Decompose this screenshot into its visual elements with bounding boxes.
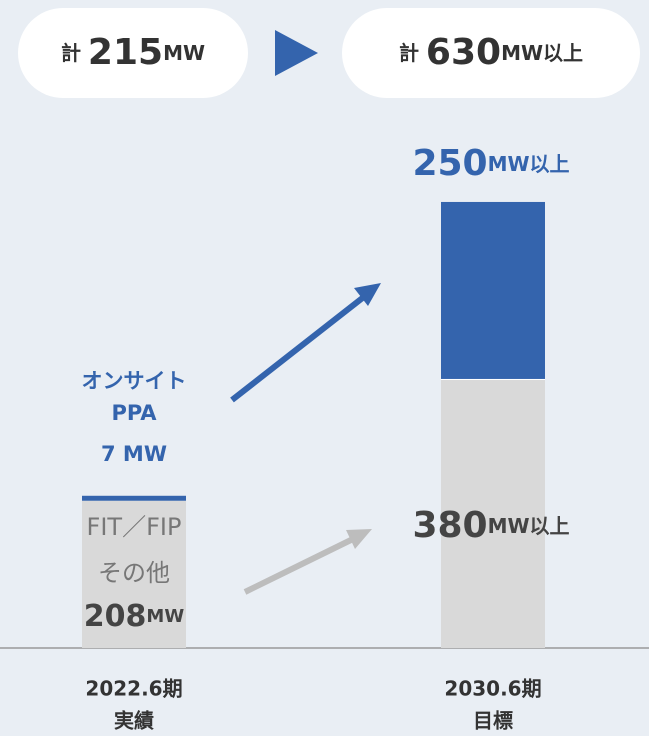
- growth-arrow: [230, 293, 367, 403]
- value-label: 計 215MW: [61, 32, 205, 73]
- series-name: オンサイト PPA: [82, 369, 187, 425]
- total-pill: [18, 8, 248, 98]
- category-label: 2030.6期: [444, 677, 541, 701]
- value-label: 208MW: [84, 599, 185, 634]
- text-part: 計: [399, 41, 426, 65]
- value-label: 380MW以上: [412, 505, 569, 546]
- arrow-head: [275, 30, 318, 76]
- value-label: 計 630MW以上: [399, 32, 583, 73]
- value-label: 250MW以上: [412, 143, 569, 184]
- text-part: MW以上: [488, 152, 570, 176]
- text-part: 208: [84, 599, 147, 634]
- category-label: 2022.6期: [85, 677, 182, 701]
- series-name: FIT／FIP その他: [87, 513, 182, 587]
- text-part: MW: [163, 41, 205, 65]
- text-part: 7: [101, 442, 116, 466]
- text-part: FIT／FIP: [87, 513, 182, 541]
- value-label: 7 MW: [101, 442, 167, 466]
- text-part: その他: [98, 559, 170, 587]
- bar-segment: [82, 500, 186, 648]
- text-part: MW以上: [501, 41, 583, 65]
- category-sublabel: 目標: [473, 709, 513, 733]
- text-part: MW以上: [488, 514, 570, 538]
- growth-arrow: [243, 535, 357, 595]
- text-part: オンサイト: [82, 369, 187, 393]
- text-part: 630: [426, 32, 501, 73]
- text-part: MW: [146, 606, 184, 627]
- bar-segment: [441, 378, 545, 648]
- category-sublabel: 実績: [114, 709, 154, 733]
- growth-arrow-head: [346, 529, 372, 549]
- growth-arrow-head: [354, 283, 381, 306]
- bar-segment: [82, 495, 186, 501]
- text-part: MW: [116, 442, 167, 466]
- text-part: 215: [88, 32, 163, 73]
- text-part: 250: [412, 143, 487, 184]
- total-pill: [342, 8, 640, 98]
- text-part: 計: [61, 41, 88, 65]
- bar-segment: [441, 201, 545, 379]
- text-part: 380: [412, 505, 487, 546]
- text-part: PPA: [111, 401, 157, 425]
